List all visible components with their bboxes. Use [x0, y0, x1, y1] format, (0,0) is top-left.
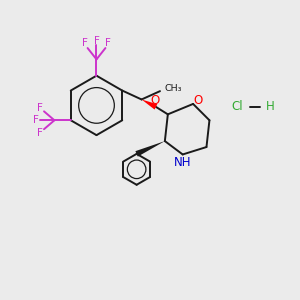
Text: F: F — [82, 38, 88, 48]
Text: Cl: Cl — [232, 100, 244, 113]
Polygon shape — [135, 141, 165, 157]
Text: F: F — [37, 128, 43, 138]
Text: NH: NH — [174, 156, 191, 169]
Text: O: O — [150, 94, 159, 107]
Text: F: F — [33, 115, 39, 125]
Text: H: H — [266, 100, 275, 113]
Polygon shape — [142, 100, 157, 110]
Text: F: F — [105, 38, 111, 48]
Text: O: O — [194, 94, 203, 107]
Text: F: F — [94, 36, 99, 46]
Text: CH₃: CH₃ — [164, 84, 182, 93]
Text: F: F — [37, 103, 43, 113]
